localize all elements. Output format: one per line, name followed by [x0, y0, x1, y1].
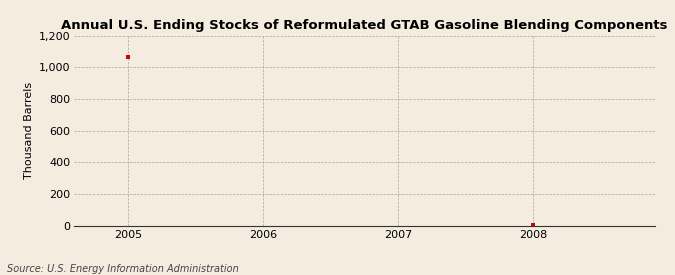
Text: Source: U.S. Energy Information Administration: Source: U.S. Energy Information Administ… [7, 264, 238, 274]
Title: Annual U.S. Ending Stocks of Reformulated GTAB Gasoline Blending Components: Annual U.S. Ending Stocks of Reformulate… [61, 19, 668, 32]
Y-axis label: Thousand Barrels: Thousand Barrels [24, 82, 34, 179]
